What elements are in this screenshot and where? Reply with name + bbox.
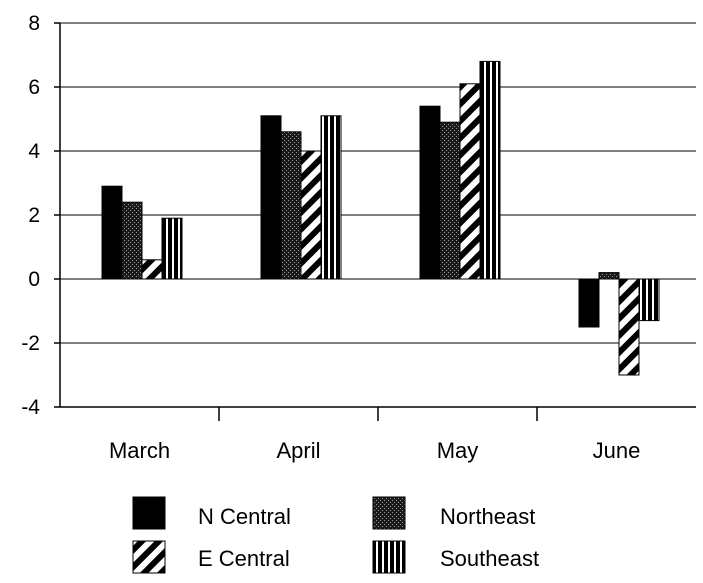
y-tick-label: 6 xyxy=(28,76,40,99)
legend-swatch-e-central xyxy=(132,540,166,574)
axes xyxy=(54,22,696,421)
legend-label-n-central: N Central xyxy=(198,504,291,529)
legend-swatch-n-central xyxy=(132,496,166,530)
bar-n-central-june xyxy=(578,278,600,328)
bar-e-central-may xyxy=(459,83,481,280)
bar-n-central-april xyxy=(260,115,282,280)
x-category-label: March xyxy=(109,438,170,463)
legend: N Central Northeast E Central Southeast xyxy=(132,496,539,574)
bar-northeast-march xyxy=(121,201,143,280)
bar-northeast-april xyxy=(280,131,302,280)
bar-southeast-june xyxy=(638,278,660,322)
bar-northeast-may xyxy=(439,121,461,280)
bars xyxy=(101,60,660,376)
legend-label-northeast: Northeast xyxy=(440,504,535,529)
bar-southeast-april xyxy=(320,115,342,280)
legend-swatch-southeast xyxy=(372,540,406,574)
bar-southeast-may xyxy=(479,60,501,280)
bar-e-central-march xyxy=(141,259,163,280)
bar-southeast-march xyxy=(161,217,183,280)
gridlines xyxy=(60,22,696,344)
bar-n-central-march xyxy=(101,185,123,280)
y-tick-label: 8 xyxy=(28,12,40,35)
x-category-label: June xyxy=(593,438,641,463)
legend-label-e-central: E Central xyxy=(198,546,290,571)
bar-e-central-june xyxy=(618,278,640,376)
y-tick-label: 4 xyxy=(28,140,40,163)
axis-labels: -4 -2 0 2 4 6 8 March April May June xyxy=(21,12,640,463)
x-category-label: April xyxy=(276,438,320,463)
x-category-label: May xyxy=(437,438,479,463)
y-tick-label: -2 xyxy=(21,332,40,355)
bar-e-central-april xyxy=(300,150,322,280)
y-tick-label: 0 xyxy=(28,268,40,291)
y-tick-label: 2 xyxy=(28,204,40,227)
legend-swatch-northeast xyxy=(372,496,406,530)
y-tick-label: -4 xyxy=(21,396,40,419)
bar-northeast-june xyxy=(598,272,620,280)
legend-label-southeast: Southeast xyxy=(440,546,539,571)
bar-n-central-may xyxy=(419,105,441,280)
